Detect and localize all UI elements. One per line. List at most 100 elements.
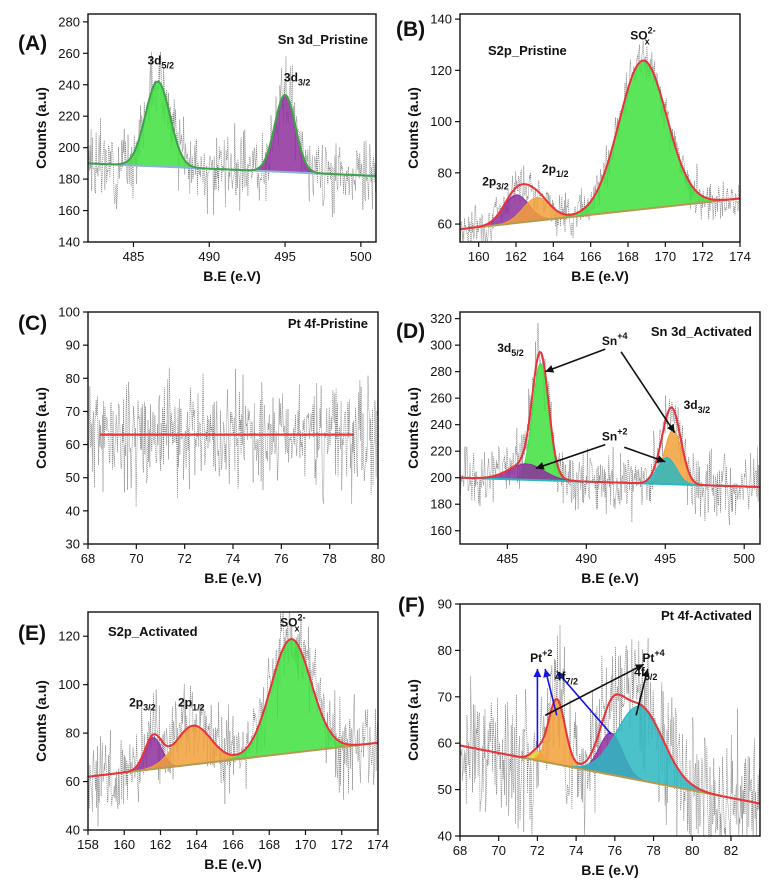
y-tick-label: 60	[66, 437, 80, 452]
peak-label-sup: +2	[617, 427, 627, 437]
x-tick-label: 162	[150, 837, 172, 852]
peak-label: Pt+4	[642, 648, 664, 665]
panel-label: (E)	[18, 622, 46, 645]
x-tick-label: 70	[491, 843, 505, 858]
plot-frame	[459, 13, 741, 243]
raw-data-line	[88, 612, 378, 827]
peak-label-sub: 5/2	[645, 672, 658, 682]
x-tick-label: 74	[569, 843, 583, 858]
y-axis-label: Counts (a.u)	[33, 680, 49, 762]
y-tick-label: 280	[58, 14, 80, 29]
plot-area	[88, 367, 378, 507]
panel-d-sn3d-activated: 485 490 495 500 160 180 200 220 240 260 280 300 320 B…	[396, 311, 761, 586]
y-tick-label: 300	[430, 338, 452, 353]
x-tick-label: 485	[497, 551, 519, 566]
annotation-arrow-head	[556, 671, 566, 680]
peak-label-base: 3d	[284, 71, 298, 85]
peak-label-sup: +2	[542, 648, 552, 658]
annotation-arrow-head	[535, 462, 545, 470]
annotation-arrow-line	[544, 348, 606, 373]
plot-area	[460, 323, 760, 525]
y-tick-label: 160	[430, 523, 452, 538]
x-tick-label: 70	[129, 551, 143, 566]
chart-title: Pt 4f-Pristine	[288, 316, 368, 331]
peak-label-base: 3d	[497, 341, 511, 355]
peak-label-sub: 1/2	[556, 169, 569, 179]
y-tick-label: 40	[438, 829, 452, 844]
y-tick-label: 50	[438, 782, 452, 797]
panel-label: (C)	[18, 312, 47, 335]
envelope-line	[88, 80, 376, 177]
envelope-line	[460, 693, 760, 805]
y-tick-label: 240	[430, 417, 452, 432]
annotation-arrow-line	[535, 443, 606, 470]
peak-label-sub: 1/2	[192, 702, 205, 712]
peak-label: Sn+2	[602, 427, 628, 444]
peak-label-sup: +4	[654, 648, 664, 658]
y-tick-label: 90	[66, 338, 80, 353]
peak-label-sup: 2-	[648, 26, 656, 36]
peak-label-sub: 5/2	[162, 60, 175, 70]
panel-e-s2p-activated: 158 160 162 164 166 168 170 172 174 40 60 80 100 120 B…	[18, 611, 389, 872]
peak-label: 3d3/2	[684, 398, 711, 415]
y-tick-label: 240	[58, 77, 80, 92]
y-tick-label: 140	[430, 12, 452, 27]
peak-label-base: 4f	[634, 665, 646, 679]
peak-label: SO2-x	[280, 613, 305, 634]
y-tick-label: 120	[58, 629, 80, 644]
y-tick-label: 60	[438, 736, 452, 751]
peak-label: 3d5/2	[497, 341, 524, 358]
peak-label: 2p3/2	[129, 695, 156, 712]
annotation-arrow-line	[556, 670, 612, 735]
x-tick-label: 76	[608, 843, 622, 858]
y-tick-label: 70	[66, 404, 80, 419]
x-tick-label: 68	[453, 843, 467, 858]
x-tick-label: 495	[274, 249, 296, 264]
x-axis-label: B.E (e.V)	[204, 856, 262, 872]
raw-data-line	[88, 367, 378, 507]
peak-label-sub: 5/2	[511, 348, 524, 358]
chart-title: S2p_Pristine	[488, 43, 567, 58]
y-tick-label: 40	[66, 503, 80, 518]
x-tick-label: 82	[724, 843, 738, 858]
x-tick-label: 78	[646, 843, 660, 858]
peak-label-base: 2p	[482, 175, 496, 189]
peak-sox	[519, 59, 740, 224]
annotation-arrow-head	[533, 668, 542, 677]
plot-area	[88, 612, 378, 827]
y-tick-label: 60	[438, 217, 452, 232]
peak-label-base: 2p	[129, 695, 143, 709]
x-tick-label: 78	[322, 551, 336, 566]
y-tick-label: 260	[430, 391, 452, 406]
y-axis-label: Counts (a.u)	[33, 87, 49, 169]
peak-label: 4f7/2	[555, 670, 578, 687]
chart-title: Sn 3d_Pristine	[278, 32, 368, 47]
y-tick-label: 180	[58, 172, 80, 187]
peak-label-base: SO	[280, 616, 297, 630]
annotation-arrow-line	[620, 351, 676, 434]
peak-label-base: 3d	[684, 398, 698, 412]
panel-label: (F)	[398, 594, 425, 617]
peak-label-base: 2p	[178, 695, 192, 709]
annotation-arrow-head	[545, 365, 555, 373]
y-tick-label: 320	[430, 311, 452, 326]
peak-label-base: SO	[630, 29, 647, 43]
y-tick-label: 40	[66, 823, 80, 838]
peak-3d5-2	[94, 80, 222, 170]
x-tick-label: 164	[186, 837, 208, 852]
x-tick-label: 485	[123, 249, 145, 264]
y-tick-label: 180	[430, 497, 452, 512]
peak-label-base: 3d	[147, 53, 161, 67]
x-tick-label: 164	[542, 249, 564, 264]
y-tick-label: 70	[438, 689, 452, 704]
plot-frame	[459, 603, 761, 837]
x-tick-label: 76	[274, 551, 288, 566]
peak-label-base: Pt	[642, 651, 654, 665]
x-tick-label: 170	[654, 249, 676, 264]
peak-label-sub: x	[645, 37, 650, 47]
raw-data-line	[88, 51, 376, 218]
y-axis-label: Counts (a.u)	[33, 387, 49, 469]
annotation-arrow-line	[544, 663, 645, 717]
y-tick-label: 100	[430, 114, 452, 129]
x-tick-label: 158	[77, 837, 99, 852]
